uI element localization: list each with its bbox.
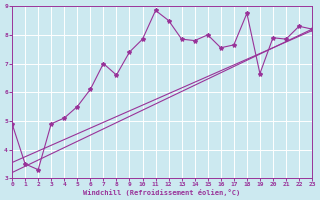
X-axis label: Windchill (Refroidissement éolien,°C): Windchill (Refroidissement éolien,°C): [84, 189, 241, 196]
